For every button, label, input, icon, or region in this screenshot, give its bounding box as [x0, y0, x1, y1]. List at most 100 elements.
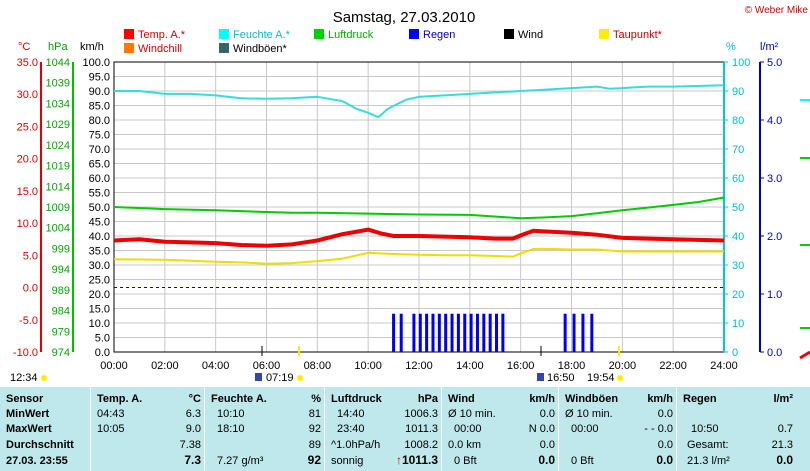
temp-tick-label: -5.0 [19, 315, 38, 327]
wind-avg-value: 0.0 [539, 408, 555, 420]
wind-distance: 0.0 km [448, 439, 482, 451]
legend-label: Temp. A.* [138, 29, 186, 41]
x-tick-label: 18:00 [558, 360, 586, 372]
gust-third-value: 0.0 [657, 439, 673, 451]
humidity-tick-label: 50 [732, 202, 744, 214]
gust-avg-value: 0.0 [657, 408, 673, 420]
row-label-avg: Durchschnitt [6, 439, 74, 451]
sunset-icon [537, 373, 544, 381]
wind-distance-value: 0.0 [539, 439, 555, 451]
rain-bar [463, 313, 467, 352]
right-edge-decoration [799, 99, 810, 360]
sun-markers: 12:34 07:19 16:50 19:54 [10, 346, 623, 384]
humidity-min-time: 10:10 [217, 408, 245, 420]
chart-legend: Temp. A.* Feuchte A.* Luftdruck Regen Wind Ta… [124, 29, 663, 55]
pressure-unit: hPa [417, 393, 438, 405]
rain-bar [482, 313, 486, 352]
humidity-current: 92 [307, 453, 321, 467]
wind-tick-label: 30.0 [89, 260, 110, 272]
humidity-tick-label: 80 [732, 115, 744, 127]
sunrise-label: 07:19 [266, 372, 294, 384]
wind-tick-label: 65.0 [89, 159, 110, 171]
humidity-tick-label: 20 [732, 289, 744, 301]
temp-tick-label: 5.0 [23, 250, 38, 262]
sunrise-icon [255, 373, 262, 381]
rain-bar [425, 313, 429, 352]
wind-tick-label: 10.0 [89, 318, 110, 330]
sun-icon [617, 375, 623, 381]
wind-tick-label: 80.0 [89, 115, 110, 127]
temp-tick-label: 25.0 [17, 121, 38, 133]
temp-min: 6.3 [185, 408, 201, 420]
wind-tick-label: 45.0 [89, 217, 110, 229]
temp-current: 7.3 [184, 453, 201, 467]
pressure-tick-label: 994 [52, 264, 70, 276]
stats-label-column: Sensor MinWert MaxWert Durchschnitt 27.0… [0, 387, 90, 471]
rain-header: Regen [683, 393, 717, 405]
row-label-max: MaxWert [6, 423, 52, 435]
wind-current: 0.0 [538, 453, 555, 467]
stats-temp-column: Temp. A. °C 04:43 6.3 10:05 9.0 7.38 7.3 [90, 387, 205, 471]
temp-avg: 7.38 [179, 439, 201, 451]
pressure-tick-label: 989 [52, 285, 70, 297]
pressure-tick-label: 974 [52, 347, 70, 359]
pressure-tick-label: 1009 [46, 202, 70, 214]
pressure-tick-label: 1019 [46, 161, 70, 173]
axis-unit-rain: l/m² [760, 41, 779, 53]
legend-swatch [124, 43, 134, 53]
rain-bars [392, 313, 594, 352]
x-tick-label: 16:00 [507, 360, 535, 372]
axis-unit-wind: km/h [80, 41, 104, 53]
x-tick-label: 24:00 [710, 360, 738, 372]
sun-icon [41, 375, 47, 381]
pressure-trend: ^1.0hPa/h [331, 439, 381, 451]
legend-label: Taupunkt* [613, 29, 663, 41]
x-tick-label: 20:00 [609, 360, 637, 372]
rain-unit: l/m² [773, 393, 793, 405]
rain-tick-label: 5.0 [767, 57, 782, 69]
weather-chart: Samstag, 27.03.2010 © Weber Mike Temp. A… [10, 5, 810, 384]
sun-icon [297, 375, 303, 381]
wind-avg-label: Ø 10 min. [448, 408, 496, 420]
humidity-tick-label: 60 [732, 173, 744, 185]
legend-label: Regen [423, 29, 455, 41]
rain-bar [501, 313, 505, 352]
rain-tick-label: 0.0 [767, 347, 782, 359]
temp-min-time: 04:43 [97, 408, 125, 420]
gust-header: Windböen [565, 393, 619, 405]
humidity-header: Feuchte A. [211, 393, 267, 405]
wind-tick-label: 70.0 [89, 144, 110, 156]
humidity-unit: % [311, 393, 321, 405]
rain-bar [392, 313, 396, 352]
pressure-min: 1006.3 [404, 408, 438, 420]
humidity-tick-label: 40 [732, 231, 744, 243]
stats-wind-column: Wind km/h Ø 10 min. 0.0 00:00 N 0.0 0.0 … [441, 387, 559, 471]
rain-bar [572, 313, 576, 352]
humidity-avg: 89 [308, 439, 321, 451]
x-tick-label: 12:00 [405, 360, 433, 372]
pressure-header: Luftdruck [331, 393, 382, 405]
pressure-tick-label: 1029 [46, 119, 70, 131]
humidity-tick-label: 90 [732, 86, 744, 98]
gust-max-value: - - 0.0 [644, 423, 673, 435]
gust-beaufort: 0 Bft [571, 455, 594, 467]
temp-tick-label: 0.0 [23, 283, 38, 295]
x-tick-label: 14:00 [456, 360, 484, 372]
wind-tick-label: 15.0 [89, 304, 110, 316]
pressure-trend-arrow-icon: ↑ [395, 453, 402, 467]
pressure-avg: 1008.2 [404, 439, 438, 451]
legend-label: Wind [518, 29, 543, 41]
wind-tick-label: 55.0 [89, 188, 110, 200]
rain-current-total: 21.3 l/m² [687, 455, 730, 467]
legend-label: Windböen* [233, 43, 288, 55]
chart-axes: °C hPa km/h% l/m²100.095.090.085.080.075.07… [13, 41, 782, 372]
chart-series [113, 84, 725, 289]
wind-header: Wind [448, 393, 475, 405]
legend-swatch [219, 29, 229, 39]
series-line [114, 84, 725, 119]
wind-tick-label: 50.0 [89, 202, 110, 214]
humidity-tick-label: 30 [732, 260, 744, 272]
humidity-tick-label: 100 [732, 57, 750, 69]
temp-tick-label: 30.0 [17, 89, 38, 101]
pressure-current-value: 1011.3 [401, 453, 438, 467]
